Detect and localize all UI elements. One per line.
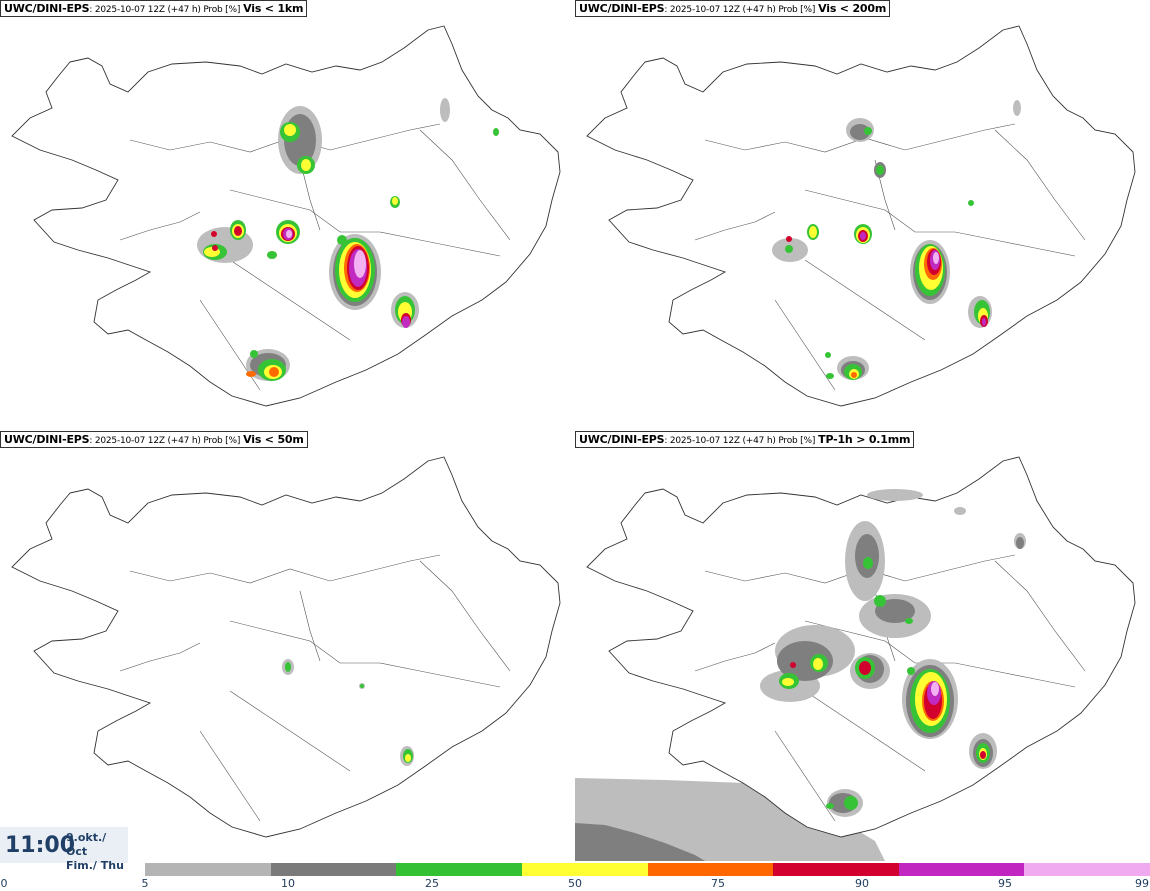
colorbar-segment-99 xyxy=(1024,863,1150,876)
colorbar-tick-95: 95 xyxy=(998,877,1012,890)
colorbar-tick-99: 99 xyxy=(1135,877,1149,890)
iceland-map xyxy=(575,456,1136,861)
variable-name: Vis < 1km xyxy=(243,2,304,15)
colorbar-tick-50: 50 xyxy=(568,877,582,890)
iceland-map xyxy=(11,25,561,407)
panel-title: UWC/DINI-EPS: 2025-10-07 12Z (+47 h) Pro… xyxy=(575,0,891,17)
region-borders xyxy=(119,554,511,822)
ocean-precip-dark xyxy=(575,823,705,861)
run-info: : 2025-10-07 12Z (+47 h) Prob [%] xyxy=(664,436,816,446)
valid-time: 11:00 xyxy=(5,833,76,858)
panel-title: UWC/DINI-EPS: 2025-10-07 12Z (+47 h) Pro… xyxy=(0,431,308,448)
colorbar-segment-25-50 xyxy=(396,863,522,876)
run-info: : 2025-10-07 12Z (+47 h) Prob [%] xyxy=(664,5,816,15)
model-name: UWC/DINI-EPS xyxy=(579,2,665,15)
prob-field-pink xyxy=(286,230,366,278)
prob-field-pink xyxy=(933,252,939,264)
iceland-map xyxy=(11,456,561,838)
colorbar-segment-90-95 xyxy=(773,863,899,876)
colorbar-segment-95-99 xyxy=(898,863,1025,876)
colorbar-tick-90: 90 xyxy=(855,877,869,890)
prob-field-yellow xyxy=(405,754,411,762)
iceland-map xyxy=(586,25,1136,407)
map-panel-precip: UWC/DINI-EPS: 2025-10-07 12Z (+47 h) Pro… xyxy=(575,431,1150,861)
colorbar-segment-75-90 xyxy=(647,863,774,876)
variable-name: Vis < 200m xyxy=(818,2,887,15)
map-panel-vis-50m: UWC/DINI-EPS: 2025-10-07 12Z (+47 h) Pro… xyxy=(0,431,575,861)
model-name: UWC/DINI-EPS xyxy=(579,433,665,446)
map-panel-vis-200m: UWC/DINI-EPS: 2025-10-07 12Z (+47 h) Pro… xyxy=(575,0,1150,430)
valid-date: 9.okt./ Oct Fim./ Thu xyxy=(66,831,128,873)
valid-date-line-1: 9.okt./ Oct xyxy=(66,831,107,858)
run-info: : 2025-10-07 12Z (+47 h) Prob [%] xyxy=(89,5,241,15)
iceland-coastline xyxy=(586,25,1136,407)
prob-field-pink xyxy=(931,682,939,696)
colorbar-segment-5-10 xyxy=(145,863,271,876)
colorbar-tick-10: 10 xyxy=(281,877,295,890)
panel-title: UWC/DINI-EPS: 2025-10-07 12Z (+47 h) Pro… xyxy=(575,431,915,448)
colorbar-tick-0: 0 xyxy=(0,877,8,890)
iceland-coastline xyxy=(586,456,1136,838)
colorbar-segment-10-25 xyxy=(270,863,397,876)
panel-title: UWC/DINI-EPS: 2025-10-07 12Z (+47 h) Pro… xyxy=(0,0,308,17)
colorbar-tick-5: 5 xyxy=(141,877,149,890)
valid-time-box: 11:00 9.okt./ Oct Fim./ Thu xyxy=(0,827,128,872)
probability-colorbar xyxy=(145,863,1150,876)
iceland-coastline xyxy=(11,25,561,407)
map-panel-vis-1km: UWC/DINI-EPS: 2025-10-07 12Z (+47 h) Pro… xyxy=(0,0,575,430)
colorbar-tick-75: 75 xyxy=(711,877,725,890)
variable-name: Vis < 50m xyxy=(243,433,304,446)
colorbar-tick-25: 25 xyxy=(425,877,439,890)
valid-date-line-2: Fim./ Thu xyxy=(66,859,124,872)
colorbar-segment-50-75 xyxy=(521,863,648,876)
model-name: UWC/DINI-EPS xyxy=(4,2,90,15)
iceland-coastline xyxy=(11,456,561,838)
variable-name: TP-1h > 0.1mm xyxy=(818,433,911,446)
model-name: UWC/DINI-EPS xyxy=(4,433,90,446)
run-info: : 2025-10-07 12Z (+47 h) Prob [%] xyxy=(89,436,241,446)
